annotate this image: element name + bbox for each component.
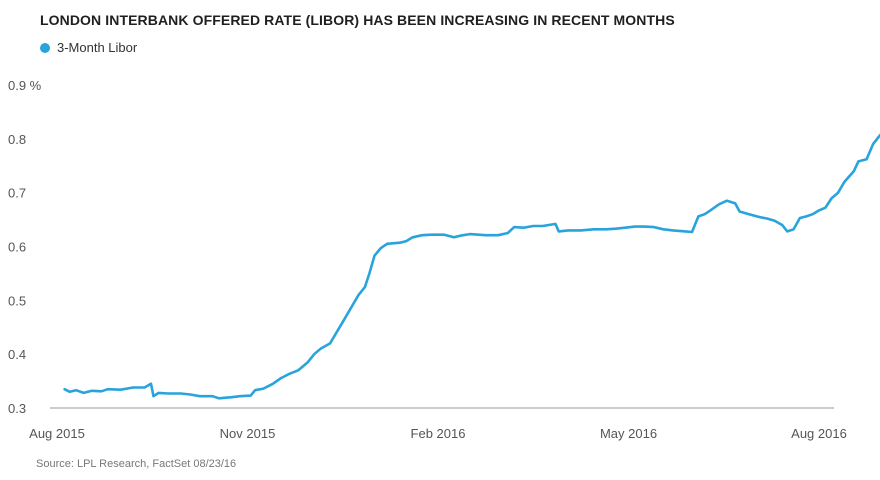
series-line-3-month-libor [63,133,880,400]
y-tick-label: 0.5 [8,293,26,308]
y-tick-label: 0.4 [8,347,26,362]
chart-title: LONDON INTERBANK OFFERED RATE (LIBOR) HA… [40,12,675,28]
y-tick-label: 0.6 [8,240,26,255]
x-tick-label: Aug 2016 [791,426,847,441]
legend-marker-icon [40,42,50,53]
x-tick-label: Aug 2015 [29,426,85,441]
y-tick-label: 0.9 % [8,78,42,93]
legend: 3-Month Libor [40,40,137,55]
y-tick-label: 0.7 [8,186,26,201]
legend-label: 3-Month Libor [57,40,138,55]
y-tick-label: 0.8 [8,132,26,147]
x-tick-label: May 2016 [600,426,657,441]
y-tick-label: 0.3 [8,401,26,416]
x-tick-label: Nov 2015 [220,426,276,441]
x-tick-label: Feb 2016 [411,426,466,441]
source-note: Source: LPL Research, FactSet 08/23/16 [36,458,237,470]
